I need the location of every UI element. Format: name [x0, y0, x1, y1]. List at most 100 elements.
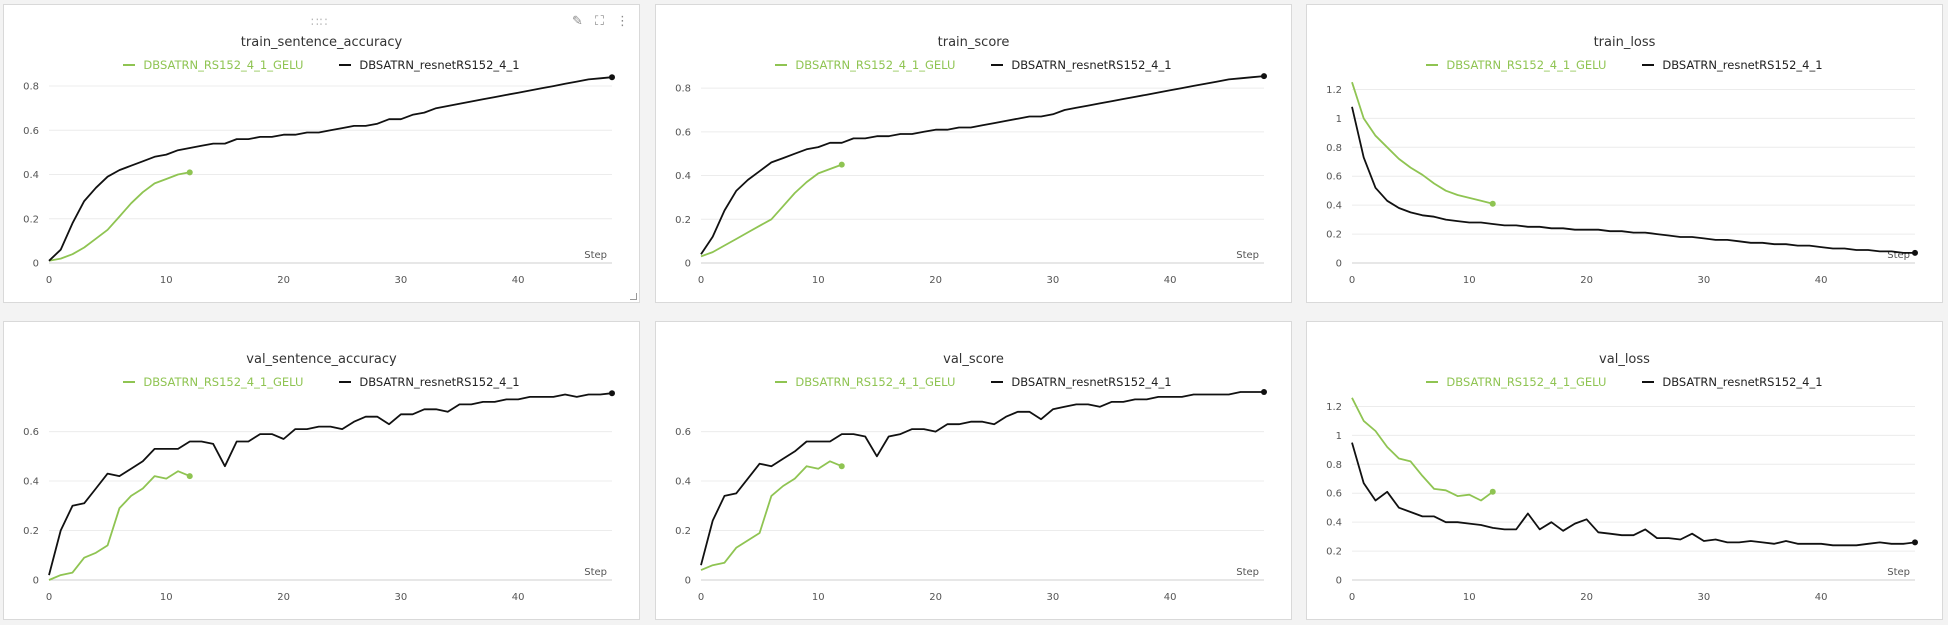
legend-swatch	[991, 64, 1004, 66]
chart-panel-4[interactable]: 0 0.2 0.4 0.6 0 10 20 30 40 Step val_sentence_accu…	[3, 321, 640, 620]
legend-label: DBSATRN_resnetRS152_4_1	[1011, 58, 1172, 72]
legend-item-black[interactable]: DBSATRN_resnetRS152_4_1	[339, 375, 520, 389]
pencil-icon[interactable]: ✎	[571, 14, 583, 29]
y-tick-label: 0.6	[1326, 172, 1342, 183]
x-axis-label: Step	[584, 567, 607, 578]
series-end-point[interactable]	[1912, 539, 1918, 546]
y-tick-label: 0.2	[675, 215, 691, 226]
y-tick-label: 0.8	[1326, 143, 1342, 154]
y-tick-label: 0.2	[675, 526, 691, 537]
series-end-point[interactable]	[609, 74, 615, 81]
legend-item-green[interactable]: DBSATRN_RS152_4_1_GELU	[1426, 58, 1606, 72]
x-tick-label: 20	[277, 592, 290, 603]
y-tick-label: 0	[1336, 259, 1342, 270]
series-line-dbsatrn-rs152-4-1-gelu[interactable]	[700, 460, 843, 571]
y-tick-label: 0.4	[1326, 201, 1342, 212]
legend-swatch	[1426, 381, 1439, 383]
series-end-point[interactable]	[838, 161, 845, 168]
y-tick-label: 0.2	[1326, 230, 1342, 241]
series-end-point[interactable]	[609, 390, 615, 397]
series-end-point[interactable]	[1261, 73, 1267, 80]
legend-label: DBSATRN_RS152_4_1_GELU	[1446, 58, 1607, 72]
series-line-dbsatrn-resnetrs152-4-1[interactable]	[700, 75, 1265, 255]
line-chart: 0 0.2 0.4 0.6 0.8 0 10 20 30 40 Step	[23, 74, 615, 286]
series-end-point[interactable]	[186, 169, 193, 176]
chart-title: train_sentence_accuracy	[240, 35, 403, 50]
legend-item-green[interactable]: DBSATRN_RS152_4_1_GELU	[1426, 375, 1606, 389]
chart-panel-2[interactable]: 0 0.2 0.4 0.6 0.8 0 10 20 30 40 Step train_score DBS…	[655, 4, 1292, 303]
legend-label: DBSATRN_resnetRS152_4_1	[1011, 375, 1172, 389]
x-tick-label: 10	[1463, 592, 1476, 603]
chart-panel-3[interactable]: 0 0.2 0.4 0.6 0.8 1 1.2 0 10 20 30 40 Step train_loss…	[1306, 4, 1943, 303]
y-tick-label: 0.2	[23, 214, 39, 225]
chart-panel-6[interactable]: 0 0.2 0.4 0.6 0.8 1 1.2 0 10 20 30 40 Step val_loss DB…	[1306, 321, 1943, 620]
x-tick-label: 20	[277, 275, 290, 286]
y-tick-label: 0.6	[23, 126, 39, 137]
x-tick-label: 0	[1349, 592, 1355, 603]
x-tick-label: 0	[1349, 275, 1355, 286]
series-line-dbsatrn-resnetrs152-4-1[interactable]	[48, 76, 613, 262]
x-tick-label: 10	[812, 275, 825, 286]
y-tick-label: 0.4	[23, 477, 39, 488]
x-axis-label: Step	[1236, 250, 1259, 261]
legend-item-black[interactable]: DBSATRN_resnetRS152_4_1	[1642, 58, 1823, 72]
line-chart: 0 0.2 0.4 0.6 0 10 20 30 40 Step	[675, 389, 1267, 603]
legend-item-black[interactable]: DBSATRN_resnetRS152_4_1	[991, 58, 1172, 72]
legend-swatch	[1642, 64, 1655, 66]
series-line-dbsatrn-rs152-4-1-gelu[interactable]	[48, 171, 190, 262]
line-chart: 0 0.2 0.4 0.6 0.8 0 10 20 30 40 Step	[675, 73, 1267, 286]
series-end-point[interactable]	[1489, 200, 1496, 207]
y-tick-label: 1.2	[1326, 85, 1342, 96]
chart-legend: DBSATRN_RS152_4_1_GELU DBSATRN_resnetRS15…	[1307, 58, 1942, 72]
legend-label: DBSATRN_resnetRS152_4_1	[1662, 375, 1823, 389]
x-tick-label: 40	[1815, 275, 1828, 286]
series-end-point[interactable]	[838, 463, 845, 470]
legend-item-black[interactable]: DBSATRN_resnetRS152_4_1	[339, 58, 520, 72]
y-tick-label: 0	[685, 259, 691, 270]
legend-label: DBSATRN_resnetRS152_4_1	[359, 58, 520, 72]
drag-handle-icon[interactable]: ∷∷	[311, 15, 329, 29]
legend-item-black[interactable]: DBSATRN_resnetRS152_4_1	[1642, 375, 1823, 389]
legend-swatch	[775, 381, 788, 383]
series-end-point[interactable]	[1489, 488, 1496, 495]
x-tick-label: 20	[929, 592, 942, 603]
chart-legend: DBSATRN_RS152_4_1_GELU DBSATRN_resnetRS15…	[656, 375, 1291, 389]
x-tick-label: 40	[1815, 592, 1828, 603]
x-axis-label: Step	[584, 250, 607, 261]
series-end-point[interactable]	[1261, 389, 1267, 395]
series-line-dbsatrn-rs152-4-1-gelu[interactable]	[1351, 397, 1494, 502]
resize-handle[interactable]	[630, 293, 637, 300]
y-tick-label: 0.4	[1326, 518, 1342, 529]
x-axis-label: Step	[1887, 250, 1910, 261]
legend-swatch	[123, 381, 136, 383]
series-end-point[interactable]	[1912, 249, 1918, 256]
y-tick-label: 0.6	[675, 427, 691, 438]
legend-item-green[interactable]: DBSATRN_RS152_4_1_GELU	[123, 58, 303, 72]
series-line-dbsatrn-resnetrs152-4-1[interactable]	[48, 392, 613, 576]
legend-swatch	[1642, 381, 1655, 383]
x-tick-label: 20	[1580, 275, 1593, 286]
chart-panel-1[interactable]: 0 0.2 0.4 0.6 0.8 0 10 20 30 40 Step ∷∷ ✎ ⛶ ⋮ trai…	[3, 4, 640, 303]
chart-panel-5[interactable]: 0 0.2 0.4 0.6 0 10 20 30 40 Step val_score DBSATRN_…	[655, 321, 1292, 620]
series-line-dbsatrn-resnetrs152-4-1[interactable]	[1351, 442, 1916, 547]
series-line-dbsatrn-resnetrs152-4-1[interactable]	[700, 391, 1264, 566]
x-tick-label: 30	[1047, 592, 1060, 603]
y-tick-label: 1	[1336, 114, 1342, 125]
series-line-dbsatrn-rs152-4-1-gelu[interactable]	[1351, 81, 1494, 205]
series-end-point[interactable]	[186, 473, 193, 480]
more-vertical-icon[interactable]: ⋮	[616, 14, 629, 29]
x-tick-label: 40	[1164, 592, 1177, 603]
legend-swatch	[339, 381, 352, 383]
legend-item-black[interactable]: DBSATRN_resnetRS152_4_1	[991, 375, 1172, 389]
legend-item-green[interactable]: DBSATRN_RS152_4_1_GELU	[775, 58, 955, 72]
series-line-dbsatrn-resnetrs152-4-1[interactable]	[1351, 106, 1915, 254]
y-tick-label: 1	[1336, 431, 1342, 442]
series-line-dbsatrn-rs152-4-1-gelu[interactable]	[48, 470, 191, 581]
line-chart: 0 0.2 0.4 0.6 0.8 1 1.2 0 10 20 30 40 Step	[1326, 81, 1918, 286]
x-tick-label: 20	[929, 275, 942, 286]
legend-item-green[interactable]: DBSATRN_RS152_4_1_GELU	[123, 375, 303, 389]
series-line-dbsatrn-rs152-4-1-gelu[interactable]	[700, 163, 843, 258]
legend-item-green[interactable]: DBSATRN_RS152_4_1_GELU	[775, 375, 955, 389]
expand-icon[interactable]: ⛶	[594, 14, 604, 29]
